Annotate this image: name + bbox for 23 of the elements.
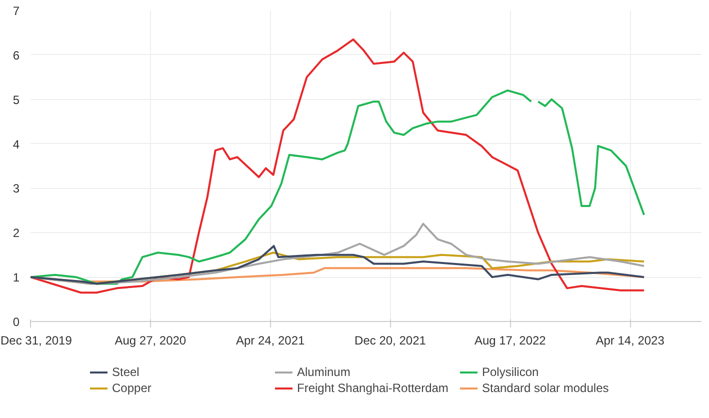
line-series bbox=[30, 222, 646, 285]
legend-label: Standard solar modules bbox=[482, 381, 610, 395]
y-tick-label: 1 bbox=[12, 270, 20, 285]
y-tick-label: 4 bbox=[12, 137, 20, 152]
x-tick-label: Dec 20, 2021 bbox=[354, 334, 426, 348]
y-tick-label: 3 bbox=[12, 182, 20, 196]
y-tick-label: 5 bbox=[12, 92, 20, 107]
x-tick-label: Apr 24, 2021 bbox=[236, 334, 306, 348]
x-tick-label: Apr 14, 2023 bbox=[596, 334, 665, 348]
x-tick-label: Dec 31, 2019 bbox=[0, 334, 72, 348]
x-tick-label: Aug 17, 2022 bbox=[474, 334, 546, 348]
legend-label: Polysilicon bbox=[482, 365, 540, 379]
line-series bbox=[30, 244, 646, 285]
y-tick-label: 6 bbox=[12, 48, 20, 62]
line-series bbox=[30, 38, 646, 294]
legend-label: Freight Shanghai-Rotterdam bbox=[297, 381, 450, 395]
x-tick-label: Aug 27, 2020 bbox=[114, 334, 186, 348]
y-tick-label: 0 bbox=[12, 315, 20, 329]
legend-label: Copper bbox=[112, 381, 152, 395]
legend-label: Steel bbox=[112, 365, 140, 379]
y-tick-label: 2 bbox=[12, 226, 20, 240]
legend-label: Aluminum bbox=[297, 365, 352, 379]
y-tick-label: 7 bbox=[12, 4, 20, 18]
